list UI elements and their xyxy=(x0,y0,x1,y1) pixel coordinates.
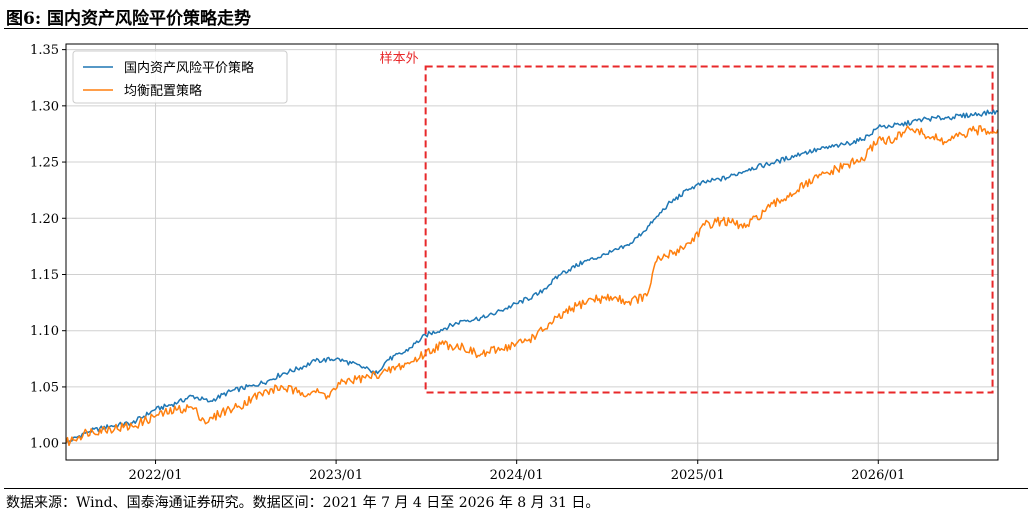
out-of-sample-label: 样本外 xyxy=(380,51,419,66)
series-lines xyxy=(65,109,999,447)
x-tick-label: 2025/01 xyxy=(671,468,725,483)
axis-ticks: 1.00 1.05 1.10 1.15 1.20 1.25 1.30 1.35 2022/01 2… xyxy=(30,43,905,483)
figure-title: 图6: 国内资产风险平价策略走势 xyxy=(6,9,252,29)
y-tick-label: 1.10 xyxy=(30,324,59,339)
top-rule xyxy=(4,28,1028,29)
y-tick-label: 1.05 xyxy=(30,380,59,395)
x-tick-label: 2022/01 xyxy=(129,468,183,483)
y-tick-label: 1.20 xyxy=(30,212,59,227)
series-line-1 xyxy=(65,109,999,444)
x-tick-label: 2026/01 xyxy=(851,468,905,483)
legend-box xyxy=(72,50,288,104)
out-of-sample-annotation: 样本外 xyxy=(380,51,994,394)
y-tick-label: 1.35 xyxy=(30,43,59,58)
y-tick-label: 1.15 xyxy=(30,268,59,283)
y-tick-label: 1.30 xyxy=(30,99,59,114)
legend-label-1: 国内资产风险平价策略 xyxy=(124,60,254,76)
y-tick-label: 1.00 xyxy=(30,437,59,452)
x-tick-label: 2024/01 xyxy=(490,468,544,483)
legend-label-2: 均衡配置策略 xyxy=(124,83,202,99)
source-note: 数据来源：Wind、国泰海通证券研究。数据区间：2021 年 7 月 4 日至 … xyxy=(6,495,600,511)
plot-frame xyxy=(65,43,999,461)
grid xyxy=(66,44,998,460)
series-line-2 xyxy=(65,125,999,447)
x-tick-label: 2023/01 xyxy=(309,468,363,483)
bottom-rule xyxy=(4,488,1028,489)
line-chart: 样本外 1.00 1.05 1.10 1.15 1.20 1.25 1.30 1.35 2022… xyxy=(30,43,999,483)
y-tick-label: 1.25 xyxy=(30,156,59,171)
out-of-sample-box xyxy=(424,65,994,394)
